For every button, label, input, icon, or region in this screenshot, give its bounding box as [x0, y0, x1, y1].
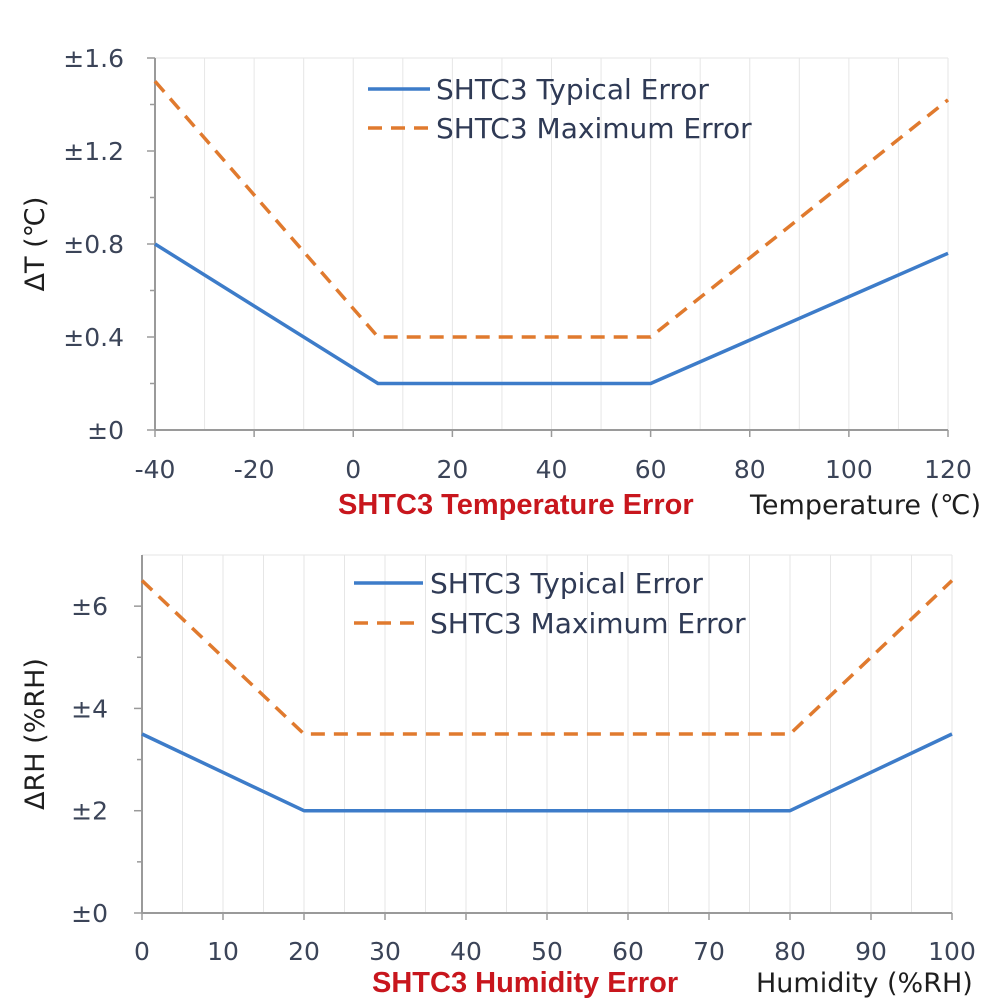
typical-error-line: [141, 732, 953, 813]
legend-label: SHTC3 Maximum Error: [436, 112, 752, 145]
x-tick-label: 40: [536, 455, 568, 484]
x-tick-label: 0: [345, 455, 361, 484]
x-tick-label: 60: [635, 455, 667, 484]
x-tick-label: 80: [774, 937, 806, 966]
x-tick-label: 90: [855, 937, 887, 966]
x-tick-label: 50: [531, 937, 563, 966]
y-tick-label: ±1.6: [63, 44, 124, 73]
y-tick-label: ±0: [87, 416, 124, 445]
x-tick-label: -20: [234, 455, 275, 484]
x-tick-label: 70: [693, 937, 725, 966]
legend-label: SHTC3 Typical Error: [430, 567, 703, 600]
typical-error-line: [154, 242, 949, 386]
x-tick-label: 30: [369, 937, 401, 966]
y-tick-label: ±4: [71, 694, 108, 723]
chart-title: SHTC3 Humidity Error: [372, 967, 678, 999]
temperature-error-chart: ±0 ±0.4 ±0.8 ±1.2 ±1.6 -40 -20 0 20 40 60 80 100 120 S…: [20, 44, 981, 521]
legend-label: SHTC3 Typical Error: [436, 73, 709, 106]
x-tick-label: 40: [450, 937, 482, 966]
y-tick-label: ±0.4: [63, 323, 124, 352]
maximum-error-line: [153, 80, 950, 339]
maximum-error-line: [140, 579, 954, 736]
chart-title: SHTC3 Temperature Error: [338, 489, 694, 521]
x-tick-label: 10: [207, 937, 239, 966]
y-axis-title: ΔT (℃): [20, 197, 51, 292]
x-tick-label: 100: [928, 937, 976, 966]
y-tick-label: ±1.2: [63, 137, 124, 166]
x-tick-label: 60: [612, 937, 644, 966]
y-tick-label: ±6: [71, 592, 108, 621]
x-tick-label: 80: [734, 455, 766, 484]
x-tick-label: 120: [924, 455, 972, 484]
x-tick-label: 0: [134, 937, 150, 966]
x-tick-label: 20: [436, 455, 468, 484]
x-axis-title: Temperature (℃): [749, 490, 981, 521]
y-tick-label: ±2: [71, 797, 108, 826]
x-tick-label: 100: [825, 455, 873, 484]
y-axis-title: ΔRH (%RH): [20, 658, 51, 810]
x-tick-label: -40: [135, 455, 176, 484]
y-tick-label: ±0: [71, 899, 108, 928]
x-tick-label: 20: [288, 937, 320, 966]
y-tick-label: ±0.8: [63, 230, 124, 259]
x-axis-title: Humidity (%RH): [756, 968, 973, 999]
humidity-error-chart: ±0 ±2 ±4 ±6 0 10 20 30 40 50 60 70 80 90 100 SHTC3 Typi…: [20, 554, 976, 999]
legend-label: SHTC3 Maximum Error: [430, 607, 746, 640]
